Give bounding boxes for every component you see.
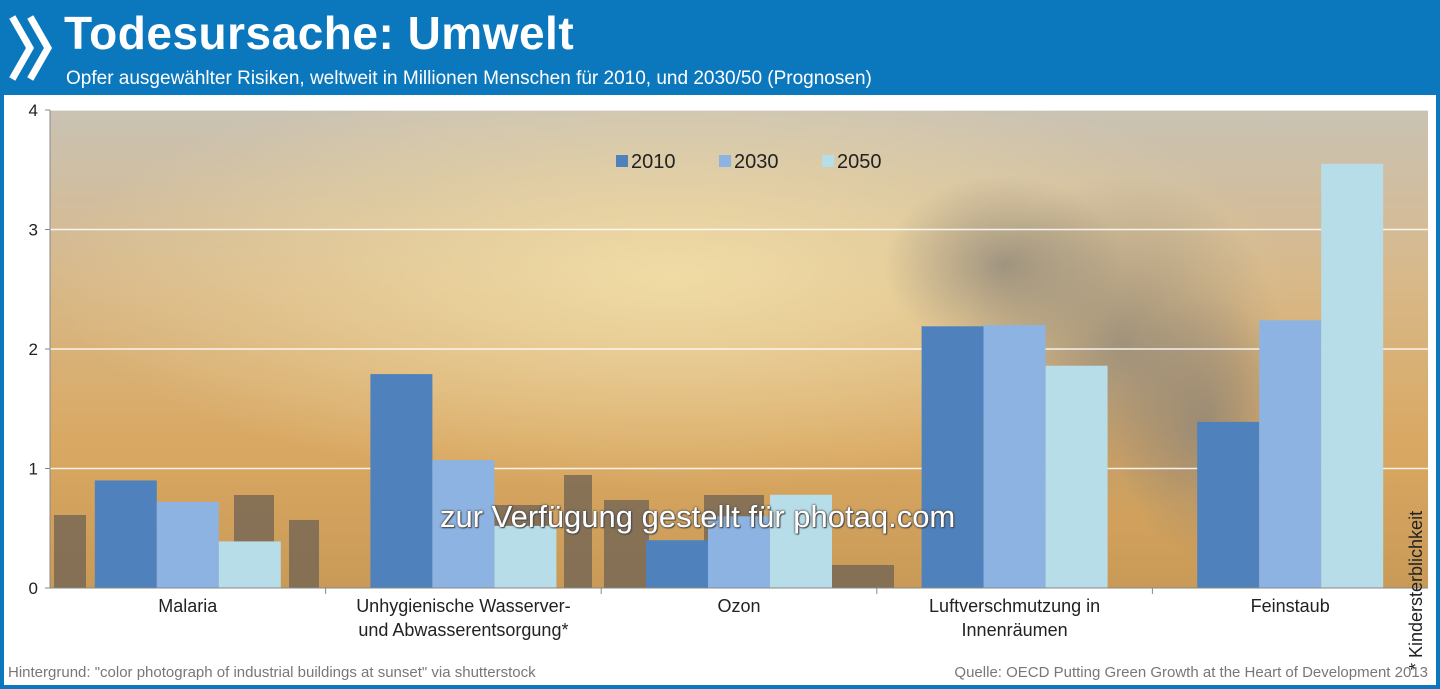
bar-2050 — [1321, 163, 1384, 588]
footnote-vertical: * Kindersterblichkeit — [1406, 510, 1426, 670]
axes: 0 1 2 3 4 Malaria Unhygienische Wasserver-und … — [29, 101, 1428, 640]
y-tick-label: 2 — [29, 340, 38, 359]
bar-2010 — [921, 326, 984, 588]
y-tick-label: 1 — [29, 460, 38, 479]
legend-label-2010: 2010 — [631, 151, 676, 173]
bar-2050 — [1045, 365, 1108, 588]
legend-label-2030: 2030 — [734, 151, 779, 173]
legend-label-2050: 2050 — [837, 151, 882, 173]
bar-chart: 0 1 2 3 4 Malaria Unhygienische Wasserver-und … — [29, 101, 1428, 640]
x-category-label: Innenräumen — [962, 620, 1068, 640]
x-category-label: Feinstaub — [1251, 596, 1330, 616]
legend-swatch-2010 — [616, 155, 628, 167]
bar-2010 — [94, 480, 157, 588]
x-category-label: Luftverschmutzung in — [929, 596, 1100, 616]
bar-2030 — [1259, 320, 1322, 588]
bar-2010 — [370, 374, 433, 588]
bar-2050 — [494, 525, 557, 588]
oecd-logo-icon — [9, 15, 53, 81]
header-bar: Todesursache: Umwelt Opfer ausgewählter … — [0, 0, 1440, 95]
x-category-label: Unhygienische Wasserver- — [356, 596, 570, 616]
bar-2010 — [646, 540, 708, 588]
x-category-label: Malaria — [158, 596, 218, 616]
background-credit: Hintergrund: "color photograph of indust… — [8, 664, 536, 681]
watermark-text: zur Verfügung gestellt für photaq.com — [440, 499, 956, 534]
bar-2050 — [770, 494, 832, 588]
chart-panel: 0 1 2 3 4 Malaria Unhygienische Wasserver-und … — [4, 95, 1436, 685]
y-tick-label: 0 — [29, 579, 38, 598]
bar-2030 — [156, 501, 219, 588]
bars — [94, 163, 1384, 588]
x-category-label: Ozon — [717, 596, 760, 616]
chart-subtitle: Opfer ausgewählter Risiken, weltweit in … — [66, 68, 872, 89]
y-tick-label: 4 — [29, 101, 38, 120]
x-category-label: und Abwasserentsorgung* — [358, 620, 568, 640]
bar-2010 — [1197, 421, 1260, 588]
bar-2030 — [983, 325, 1046, 588]
source-note: Quelle: OECD Putting Green Growth at the… — [954, 664, 1428, 681]
bar-2030 — [708, 516, 770, 588]
bar-2030 — [432, 460, 495, 588]
legend-swatch-2030 — [719, 155, 731, 167]
bar-2050 — [218, 541, 281, 588]
y-tick-label: 3 — [29, 221, 38, 240]
chart-title: Todesursache: Umwelt — [64, 7, 575, 59]
legend-swatch-2050 — [822, 155, 834, 167]
legend: 2010 2030 2050 — [616, 151, 882, 173]
